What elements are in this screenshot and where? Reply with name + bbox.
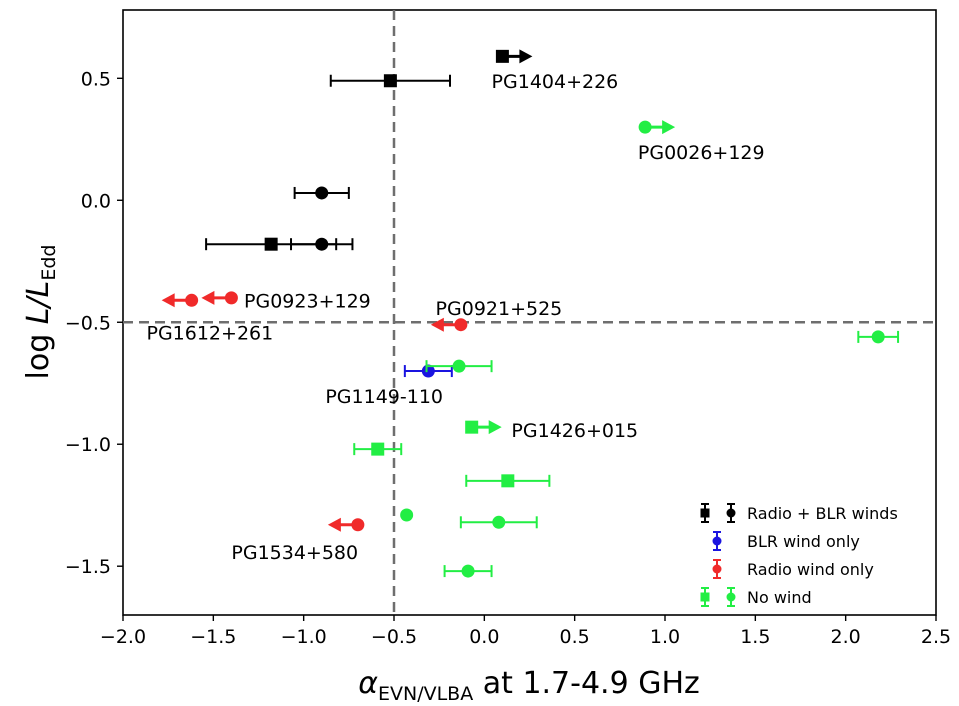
data-point <box>400 508 414 522</box>
y-tick-label: −1.0 <box>65 434 111 456</box>
point-annotation: PG1149-110 <box>325 386 443 408</box>
series-group <box>161 290 468 532</box>
circle-marker <box>492 515 506 529</box>
data-point <box>403 364 453 378</box>
data-point <box>465 474 551 488</box>
square-marker <box>465 420 479 434</box>
square-marker <box>264 237 278 251</box>
circle-marker <box>224 291 238 305</box>
limit-arrow-head <box>327 517 341 532</box>
data-point <box>638 120 676 135</box>
point-annotation: PG0026+129 <box>638 142 765 164</box>
point-annotation: PG0921+525 <box>436 298 563 320</box>
circle-marker <box>638 120 652 134</box>
legend-square-marker <box>700 592 710 602</box>
legend-circle-marker <box>726 508 736 518</box>
x-tick-label: 1.0 <box>650 626 680 648</box>
data-point <box>465 420 502 435</box>
limit-arrow-head <box>519 49 533 64</box>
limit-arrow-head <box>430 317 444 332</box>
data-point <box>201 290 238 305</box>
x-tick-label: 2.0 <box>831 626 861 648</box>
legend-label: Radio wind only <box>747 560 874 579</box>
y-tick-label: 0.0 <box>81 190 111 212</box>
data-point <box>327 517 365 532</box>
data-point <box>425 359 493 373</box>
x-axis-label: αEVN/VLBA at 1.7-4.9 GHz <box>358 666 700 705</box>
axis-ticks: −2.0 −1.5 −1.0 −0.5 0.0 0.5 1.0 1.5 2.0 2.5 0.5 0.0… <box>65 68 951 648</box>
series-group <box>205 49 533 251</box>
legend-entry: BLR wind only <box>712 531 860 551</box>
legend-entry: Radio wind only <box>712 559 874 579</box>
point-annotation: PG1612+261 <box>146 322 273 344</box>
x-tick-label: −2.0 <box>100 626 146 648</box>
limit-arrow-head <box>161 293 175 308</box>
y-tick-label: −0.5 <box>65 312 111 334</box>
legend-label: Radio + BLR winds <box>747 504 898 523</box>
square-marker <box>495 49 509 63</box>
legend-square-marker <box>700 508 710 518</box>
legend-circle-marker <box>712 564 722 574</box>
x-tick-label: 0.0 <box>469 626 499 648</box>
legend-label: No wind <box>747 588 812 607</box>
y-tick-label: −1.5 <box>65 556 111 578</box>
data-point <box>495 49 533 64</box>
square-marker <box>501 474 515 488</box>
circle-marker <box>452 359 466 373</box>
series-group <box>403 364 453 378</box>
limit-arrow-head <box>201 290 215 305</box>
square-marker <box>371 442 385 456</box>
circle-marker <box>185 293 199 307</box>
x-tick-label: 2.5 <box>921 626 951 648</box>
data-point <box>329 74 452 88</box>
data-point <box>857 330 900 344</box>
series-group <box>353 120 900 578</box>
circle-marker <box>461 564 475 578</box>
data-point <box>459 515 538 529</box>
legend-circle-marker <box>712 536 722 546</box>
reference-lines <box>123 10 936 615</box>
annotations: PG1404+226 PG0026+129 PG0923+129 PG1612+261… <box>146 71 764 564</box>
point-annotation: PG1534+580 <box>231 542 358 564</box>
legend-entry: No wind <box>700 587 812 607</box>
square-marker <box>383 74 397 88</box>
limit-arrow-head <box>488 420 502 435</box>
legend: Radio + BLR winds BLR wind only Radio wind… <box>700 503 898 607</box>
x-tick-label: 1.5 <box>740 626 770 648</box>
y-tick-label: 0.5 <box>81 68 111 90</box>
data-point <box>353 442 403 456</box>
legend-entry: Radio + BLR winds <box>700 503 898 523</box>
point-annotation: PG1426+015 <box>511 420 638 442</box>
point-annotation: PG1404+226 <box>492 71 619 93</box>
legend-circle-marker <box>726 592 736 602</box>
circle-marker <box>315 237 329 251</box>
y-axis-label: log L/LEdd <box>21 245 60 380</box>
data-point <box>443 564 493 578</box>
data-point <box>430 317 468 332</box>
circle-marker <box>400 508 414 522</box>
data-points <box>161 49 900 578</box>
circle-marker <box>871 330 885 344</box>
circle-marker <box>421 364 435 378</box>
point-annotation: PG0923+129 <box>244 291 371 313</box>
data-point <box>290 237 354 251</box>
circle-marker <box>454 318 468 332</box>
plot-frame <box>122 9 937 616</box>
x-tick-label: 0.5 <box>560 626 590 648</box>
data-point <box>161 293 199 308</box>
x-tick-label: −1.0 <box>281 626 327 648</box>
circle-marker <box>315 186 329 200</box>
x-tick-label: −1.5 <box>190 626 236 648</box>
circle-marker <box>351 518 365 532</box>
data-point <box>293 186 350 200</box>
limit-arrow-head <box>662 120 676 135</box>
legend-label: BLR wind only <box>747 532 860 551</box>
x-tick-label: −0.5 <box>371 626 417 648</box>
